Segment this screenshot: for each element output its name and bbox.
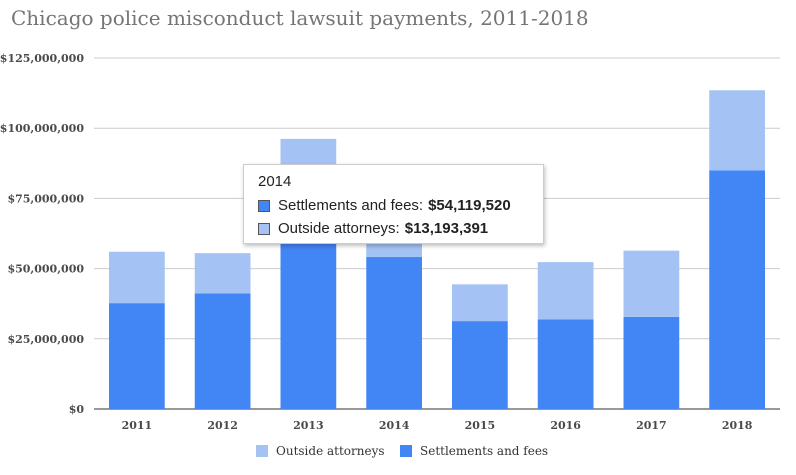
x-tick-label: 2016 xyxy=(550,419,581,432)
bar-2012-outside-attorneys[interactable] xyxy=(194,253,251,294)
x-tick-label: 2012 xyxy=(207,419,238,432)
bar-2016-outside-attorneys[interactable] xyxy=(537,262,594,320)
tooltip-title: 2014 xyxy=(258,173,292,190)
bar-2018-settlements[interactable] xyxy=(709,170,765,409)
bar-2015-outside-attorneys[interactable] xyxy=(452,284,508,322)
bar-2017-settlements[interactable] xyxy=(623,316,680,409)
tooltip-row-outside: Outside attorneys: $13,193,391 xyxy=(258,217,543,240)
x-tick-label: 2013 xyxy=(293,419,324,432)
bar-2018-outside-attorneys[interactable] xyxy=(709,90,765,171)
tooltip: 2014 Settlements and fees: $54,119,520 O… xyxy=(243,164,544,244)
tooltip-row-settlements: Settlements and fees: $54,119,520 xyxy=(258,194,543,217)
y-tick-label: $50,000,000 xyxy=(7,263,84,276)
bar-2011-settlements[interactable] xyxy=(109,303,165,409)
bars xyxy=(109,90,765,409)
bar-2015-settlements[interactable] xyxy=(452,321,508,409)
x-tick-label: 2015 xyxy=(465,419,496,432)
legend-label[interactable]: Settlements and fees xyxy=(420,444,548,458)
x-tick-label: 2018 xyxy=(722,419,753,432)
bar-2013-settlements[interactable] xyxy=(280,240,337,409)
y-tick-label: $125,000,000 xyxy=(0,52,84,65)
x-tick-label: 2014 xyxy=(379,419,410,432)
bar-2014-settlements[interactable] xyxy=(366,257,422,409)
tooltip-label-outside: Outside attorneys: xyxy=(278,220,400,237)
y-axis-ticks: $0 $25,000,000 $50,000,000 $75,000,000 $100,… xyxy=(0,52,84,416)
y-tick-label: $100,000,000 xyxy=(0,122,84,135)
legend: Outside attorneys Settlements and fees xyxy=(256,444,548,458)
bar-2017-outside-attorneys[interactable] xyxy=(623,250,680,317)
x-tick-label: 2017 xyxy=(636,419,667,432)
tooltip-swatch-settlements xyxy=(258,199,270,212)
tooltip-value-settlements: $54,119,520 xyxy=(428,197,511,214)
bar-2016-settlements[interactable] xyxy=(537,319,594,409)
chart-title: Chicago police misconduct lawsuit paymen… xyxy=(11,6,589,30)
tooltip-swatch-outside xyxy=(258,222,270,235)
legend-swatch[interactable] xyxy=(400,445,412,457)
y-tick-label: $75,000,000 xyxy=(7,192,84,205)
bar-2011-outside-attorneys[interactable] xyxy=(109,251,165,304)
tooltip-label-settlements: Settlements and fees: xyxy=(278,197,424,214)
legend-swatch[interactable] xyxy=(256,445,268,457)
tooltip-value-outside: $13,193,391 xyxy=(404,220,489,237)
x-tick-label: 2011 xyxy=(122,419,153,432)
x-axis-ticks: 2011 2012 2013 2014 2015 2016 2017 2018 xyxy=(122,419,753,432)
y-tick-label: $0 xyxy=(69,403,85,416)
y-tick-label: $25,000,000 xyxy=(7,333,84,346)
bar-2012-settlements[interactable] xyxy=(194,293,251,409)
legend-label[interactable]: Outside attorneys xyxy=(276,444,385,458)
